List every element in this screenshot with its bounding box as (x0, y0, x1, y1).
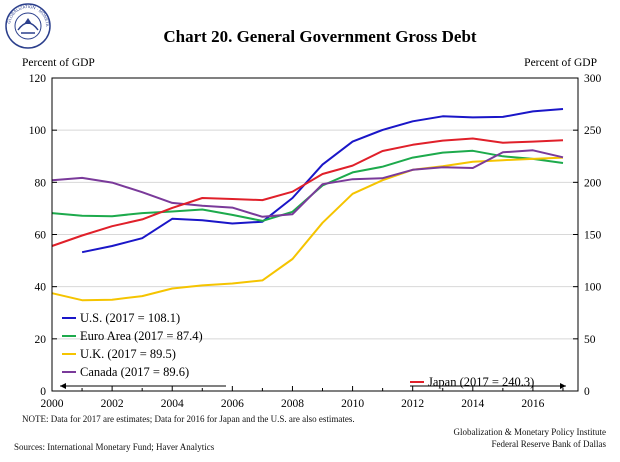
y-tick-label-right: 200 (584, 177, 602, 189)
legend-arrowhead-right (560, 383, 566, 389)
y-tick-label-left: 100 (29, 125, 47, 137)
axis-ticks: 0 20 40 60 80 100 120 0 50 100 150 200 250 300 2000 200… (29, 73, 602, 410)
x-tick-label: 2006 (221, 398, 244, 410)
y-tick-label-left: 60 (35, 230, 47, 242)
legend-entry: Euro Area (2017 = 87.4) (80, 329, 203, 343)
legend-arrowhead-left (60, 383, 66, 389)
y-tick-label-left: 40 (35, 282, 47, 294)
y-axis-label-right: Percent of GDP (524, 57, 597, 69)
legend: U.S. (2017 = 108.1) Euro Area (2017 = 87.… (60, 311, 566, 389)
series-lines (51, 108, 564, 302)
x-tick-label: 2012 (401, 398, 424, 410)
credit-institute: Globalization & Monetary Policy Institut… (453, 427, 606, 437)
series-line-u-k (51, 156, 564, 302)
series-line-canada (51, 149, 564, 218)
y-tick-label-right: 250 (584, 125, 602, 137)
y-tick-label-left: 120 (29, 73, 47, 85)
series-line-u-s (81, 108, 564, 254)
y-tick-label-right: 300 (584, 73, 602, 85)
y-tick-label-right: 0 (584, 386, 590, 398)
x-tick-label: 2014 (461, 398, 484, 410)
y-tick-label-left: 20 (35, 334, 47, 346)
x-tick-label: 2000 (41, 398, 64, 410)
institute-seal-logo: GLOBALIZATION · MONETARY POLICY (4, 2, 51, 49)
legend-entry: Japan (2017 = 240.3) (428, 375, 534, 389)
x-tick-label: 2002 (101, 398, 124, 410)
x-tick-label: 2004 (161, 398, 184, 410)
legend-entry: U.K. (2017 = 89.5) (80, 347, 176, 361)
y-tick-label-right: 150 (584, 230, 602, 242)
y-tick-label-right: 100 (584, 282, 602, 294)
series-line-japan (51, 137, 564, 247)
y-axis-label-left: Percent of GDP (22, 57, 95, 69)
legend-entry: U.S. (2017 = 108.1) (80, 311, 180, 325)
chart-title: Chart 20. General Government Gross Debt (163, 27, 477, 46)
credit-block: Globalization & Monetary Policy Institut… (454, 426, 606, 450)
chart-note: NOTE: Data for 2017 are estimates; Data … (22, 414, 355, 424)
x-tick-label: 2016 (521, 398, 544, 410)
credit-bank: Federal Reserve Bank of Dallas (491, 439, 606, 449)
x-tick-label: 2010 (341, 398, 364, 410)
y-tick-label-left: 0 (40, 386, 46, 398)
sources-text: Sources: International Monetary Fund; Ha… (14, 442, 215, 452)
legend-entry: Canada (2017 = 89.6) (80, 365, 189, 379)
x-tick-label: 2008 (281, 398, 304, 410)
y-tick-label-left: 80 (35, 177, 47, 189)
y-tick-label-right: 50 (584, 334, 596, 346)
gridlines (52, 129, 578, 340)
